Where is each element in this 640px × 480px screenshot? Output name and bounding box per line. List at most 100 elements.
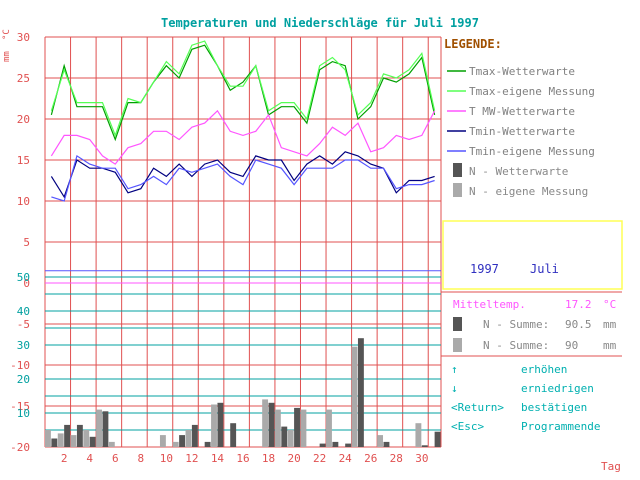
temp-tick-label: 5 bbox=[23, 236, 30, 249]
precip-bar-own bbox=[377, 435, 384, 447]
control-action: Programmende bbox=[521, 420, 600, 433]
sum2-unit: mm bbox=[603, 339, 617, 352]
precip-bar-station bbox=[345, 443, 352, 447]
temp-tick-label: -15 bbox=[10, 400, 30, 413]
x-tick-label: 28 bbox=[390, 452, 403, 465]
mean-temp-value: 17.2 bbox=[565, 298, 592, 311]
plot-grid bbox=[44, 36, 442, 448]
x-axis-ticks: 2 4 6 8 10 12 14 16 18 20 22 24 26 28 30 bbox=[61, 452, 429, 465]
degree-unit-label: °C bbox=[2, 29, 12, 40]
precip-bar-station bbox=[434, 431, 441, 447]
precip-bar-own bbox=[326, 409, 332, 447]
temp-line-t-mw-wetterwarte bbox=[50, 109, 436, 165]
precip-bar-station bbox=[76, 424, 83, 447]
x-tick-label: 8 bbox=[137, 452, 144, 465]
temp-tick-label: -5 bbox=[17, 318, 30, 331]
precip-bar-station bbox=[102, 411, 109, 447]
precip-bar-own bbox=[70, 435, 77, 447]
legend-items: Tmax-Wetterwarte Tmax-eigene Messung T MW-… bbox=[447, 65, 595, 198]
x-tick-label: 6 bbox=[112, 452, 119, 465]
temperature-lines bbox=[50, 40, 436, 202]
mm-unit-label: mm bbox=[2, 51, 12, 62]
legend-label: N - Wetterwarte bbox=[469, 165, 568, 178]
precip-bar-own bbox=[185, 430, 192, 447]
temp-tick-label: 25 bbox=[17, 72, 30, 85]
precip-bar-own bbox=[274, 409, 281, 447]
precip-bar-station bbox=[179, 435, 186, 447]
legend-label: Tmax-Wetterwarte bbox=[469, 65, 575, 78]
legend-title: LEGENDE: bbox=[444, 37, 502, 51]
precip-tick-label: 10 bbox=[17, 407, 30, 420]
precip-bar-station bbox=[217, 402, 224, 447]
precip-bar-station bbox=[230, 423, 237, 447]
precip-tick-label: 30 bbox=[17, 339, 30, 352]
precip-bar-own bbox=[172, 441, 179, 447]
sum1-unit: mm bbox=[603, 318, 617, 331]
sum2-value: 90 bbox=[565, 339, 578, 352]
x-tick-label: 10 bbox=[160, 452, 173, 465]
precip-bar-station bbox=[204, 441, 211, 447]
precip-bar-own bbox=[415, 423, 422, 447]
precip-bar-station bbox=[191, 424, 198, 447]
temp-tick-label: -10 bbox=[10, 359, 30, 372]
control-key: ↓ bbox=[451, 382, 458, 395]
sum2-swatch bbox=[453, 338, 462, 352]
precip-bar-station bbox=[64, 424, 71, 447]
precip-bar-station bbox=[421, 445, 428, 447]
temp-tick-label: -20 bbox=[10, 441, 30, 454]
precip-bar-own bbox=[108, 441, 115, 447]
temp-tick-label: 0 bbox=[23, 277, 30, 290]
temp-line-tmin-wetterwarte bbox=[50, 151, 435, 199]
precip-bar-own bbox=[96, 409, 102, 447]
x-tick-label: 24 bbox=[339, 452, 353, 465]
legend-panel: LEGENDE: Tmax-Wetterwarte Tmax-eigene Mes… bbox=[444, 37, 595, 198]
precip-bar-station bbox=[319, 443, 326, 447]
precip-bar-own bbox=[159, 435, 166, 447]
legend-label: Tmax-eigene Messung bbox=[469, 85, 595, 98]
legend-label: T MW-Wetterwarte bbox=[469, 105, 575, 118]
precip-bar-station bbox=[332, 441, 339, 447]
precipitation-bars bbox=[45, 338, 441, 447]
temp-line-tmax-eigene-messung bbox=[50, 40, 436, 138]
temp-line-tmin-eigene-messung bbox=[51, 154, 435, 202]
precip-bar-own bbox=[57, 433, 64, 447]
precip-bar-own bbox=[83, 430, 90, 447]
precip-bar-station bbox=[294, 407, 300, 447]
precip-bar-own bbox=[262, 399, 269, 447]
precip-bar-station bbox=[51, 438, 58, 447]
control-key: <Return> bbox=[451, 401, 504, 414]
control-action: erniedrigen bbox=[521, 382, 594, 395]
precip-bar-station bbox=[89, 436, 96, 447]
precip-bar-station bbox=[383, 441, 390, 447]
chart-title: Temperaturen und Niederschläge für Juli … bbox=[161, 16, 479, 30]
legend-label: Tmin-Wetterwarte bbox=[469, 125, 575, 138]
precip-bar-own bbox=[300, 409, 307, 447]
x-tick-label: 26 bbox=[364, 452, 377, 465]
precip-bar-station bbox=[357, 338, 364, 447]
legend-label: N - eigene Messung bbox=[469, 185, 588, 198]
period-box-frame bbox=[442, 220, 623, 290]
precip-bar-own bbox=[45, 430, 51, 447]
key-controls: ↑ erhöhen ↓ erniedrigen <Return> bestätigen <E… bbox=[441, 291, 622, 433]
period-year: 1997 bbox=[470, 262, 499, 276]
period-month: Juli bbox=[530, 262, 559, 276]
precip-bar-own bbox=[211, 404, 217, 447]
sum1-label: N - Summe: bbox=[483, 318, 549, 331]
mean-temp-unit: °C bbox=[603, 298, 616, 311]
precip-tick-label: 20 bbox=[17, 373, 30, 386]
x-tick-label: 18 bbox=[262, 452, 275, 465]
x-tick-label: 4 bbox=[86, 452, 93, 465]
temp-tick-label: 20 bbox=[17, 113, 30, 126]
legend-label: Tmin-eigene Messung bbox=[469, 145, 595, 158]
x-tick-label: 20 bbox=[287, 452, 300, 465]
stats-panel: Mitteltemp. 17.2 °C N - Summe: 90.5 mm N… bbox=[453, 298, 617, 352]
x-tick-label: 2 bbox=[61, 452, 68, 465]
control-action: bestätigen bbox=[521, 401, 587, 414]
control-key: <Esc> bbox=[451, 420, 484, 433]
precip-bar-own bbox=[351, 346, 358, 447]
x-axis-label: Tag bbox=[601, 460, 621, 473]
sum1-swatch bbox=[453, 317, 462, 331]
mean-temp-label: Mitteltemp. bbox=[453, 298, 526, 311]
